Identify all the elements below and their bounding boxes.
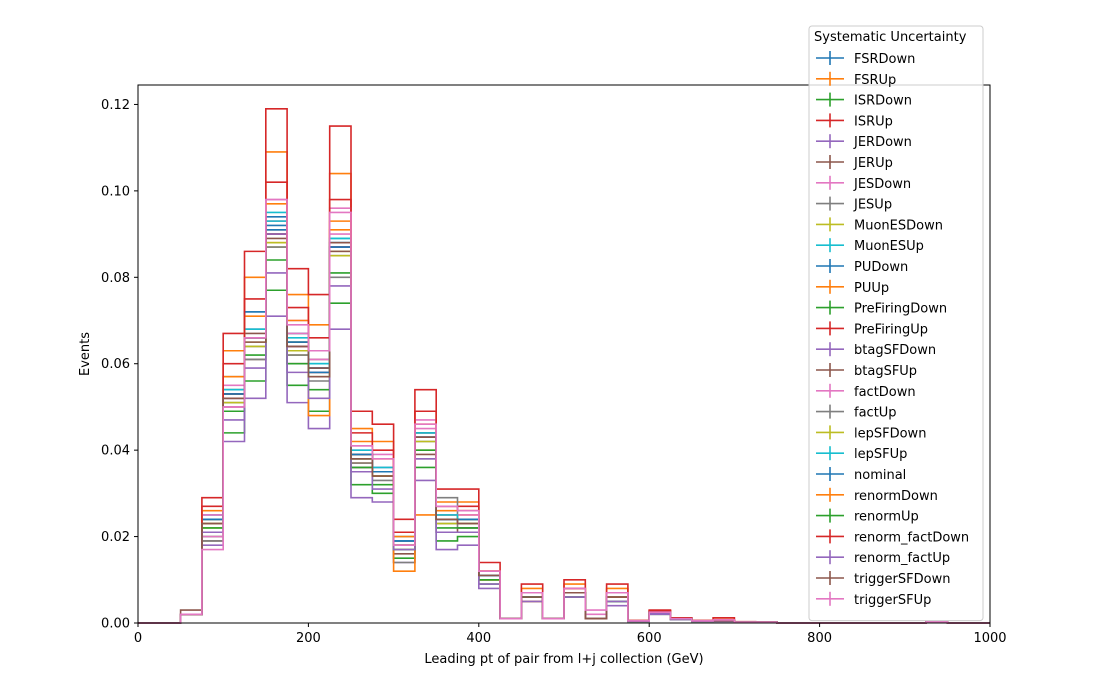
x-tick-label: 800 — [807, 631, 832, 646]
x-axis-label: Leading pt of pair from l+j collection (… — [424, 652, 703, 667]
legend-item: JERDown — [816, 134, 912, 150]
legend-label: FSRUp — [854, 73, 896, 88]
y-tick-label: 0.00 — [101, 617, 130, 632]
y-tick-label: 0.12 — [101, 98, 130, 113]
legend-items: FSRDown FSRUp ISRDown ISRUp JERDown JERUp JESD… — [816, 51, 969, 608]
legend-label: PreFiringDown — [854, 302, 947, 317]
legend-item: renorm_factDown — [816, 529, 969, 545]
legend-item: renormDown — [816, 487, 938, 504]
legend-label: triggerSFDown — [854, 572, 950, 587]
legend-item: lepSFUp — [816, 446, 907, 462]
y-tick-label: 0.02 — [101, 530, 130, 545]
legend-label: PreFiringUp — [854, 322, 928, 337]
legend-label: renormDown — [854, 489, 938, 504]
legend-label: nominal — [854, 468, 906, 483]
legend-item: factDown — [816, 383, 916, 400]
x-tick-label: 200 — [296, 631, 321, 646]
legend-item: FSRDown — [816, 51, 915, 67]
legend-item: PUDown — [816, 259, 908, 275]
legend-label: ISRUp — [854, 114, 893, 129]
legend-item: btagSFUp — [816, 363, 917, 379]
legend-label: FSRDown — [854, 52, 915, 67]
legend-label: factUp — [854, 406, 897, 421]
legend-item: ISRUp — [816, 113, 893, 129]
legend-label: JERDown — [853, 135, 912, 150]
legend-label: lepSFUp — [854, 447, 907, 462]
axes-frame — [137, 84, 991, 624]
legend-label: btagSFDown — [854, 343, 936, 358]
legend-label: MuonESDown — [854, 218, 943, 233]
legend-label: renorm_factUp — [854, 551, 950, 566]
legend-title: Systematic Uncertainty — [814, 30, 967, 45]
legend-item: triggerSFDown — [816, 571, 950, 587]
y-tick-label: 0.06 — [101, 357, 130, 372]
legend-item: ISRDown — [816, 92, 912, 109]
legend-label: renorm_factDown — [854, 530, 969, 545]
y-tick-label: 0.10 — [101, 184, 130, 199]
y-axis: 0.00 0.02 0.04 0.06 0.08 0.10 0.12 — [101, 98, 138, 632]
x-axis: 0 200 400 600 800 1000 — [134, 623, 1007, 646]
legend-box — [808, 25, 984, 622]
legend-item: PUUp — [816, 279, 889, 296]
legend-item: PreFiringUp — [816, 321, 928, 337]
legend-label: triggerSFUp — [854, 593, 931, 608]
x-tick-label: 600 — [637, 631, 662, 646]
legend-label: JERUp — [853, 156, 893, 171]
legend-item: nominal — [816, 467, 906, 483]
legend-label: lepSFDown — [854, 426, 926, 441]
x-tick-label: 0 — [134, 631, 142, 646]
legend-item: renormUp — [816, 508, 919, 525]
legend-label: renormUp — [854, 510, 919, 525]
y-tick-label: 0.04 — [101, 444, 130, 459]
legend-item: JESDown — [816, 175, 911, 192]
legend-item: PreFiringDown — [816, 300, 947, 317]
legend-item: FSRUp — [816, 71, 896, 88]
legend-item: triggerSFUp — [816, 591, 931, 608]
legend-item: JESUp — [816, 196, 892, 213]
legend-item: MuonESDown — [816, 217, 943, 233]
x-tick-label: 1000 — [973, 631, 1006, 646]
legend-label: JESDown — [853, 177, 911, 192]
legend-item: factUp — [816, 404, 897, 421]
legend-label: btagSFUp — [854, 364, 917, 379]
legend-label: factDown — [854, 385, 916, 400]
x-tick-label: 400 — [466, 631, 491, 646]
legend-item: JERUp — [816, 155, 893, 171]
legend-item: lepSFDown — [816, 425, 926, 441]
y-axis-label: Events — [78, 332, 93, 376]
legend-label: ISRDown — [854, 94, 912, 109]
y-tick-label: 0.08 — [101, 271, 130, 286]
legend-label: PUUp — [854, 281, 889, 296]
legend-item: MuonESUp — [816, 238, 924, 254]
legend-item: renorm_factUp — [816, 550, 950, 566]
legend-label: PUDown — [854, 260, 908, 275]
legend: Systematic Uncertainty FSRDown FSRUp ISRDo… — [808, 25, 984, 622]
legend-label: MuonESUp — [854, 239, 924, 254]
legend-item: btagSFDown — [816, 342, 936, 358]
legend-label: JESUp — [853, 198, 892, 213]
